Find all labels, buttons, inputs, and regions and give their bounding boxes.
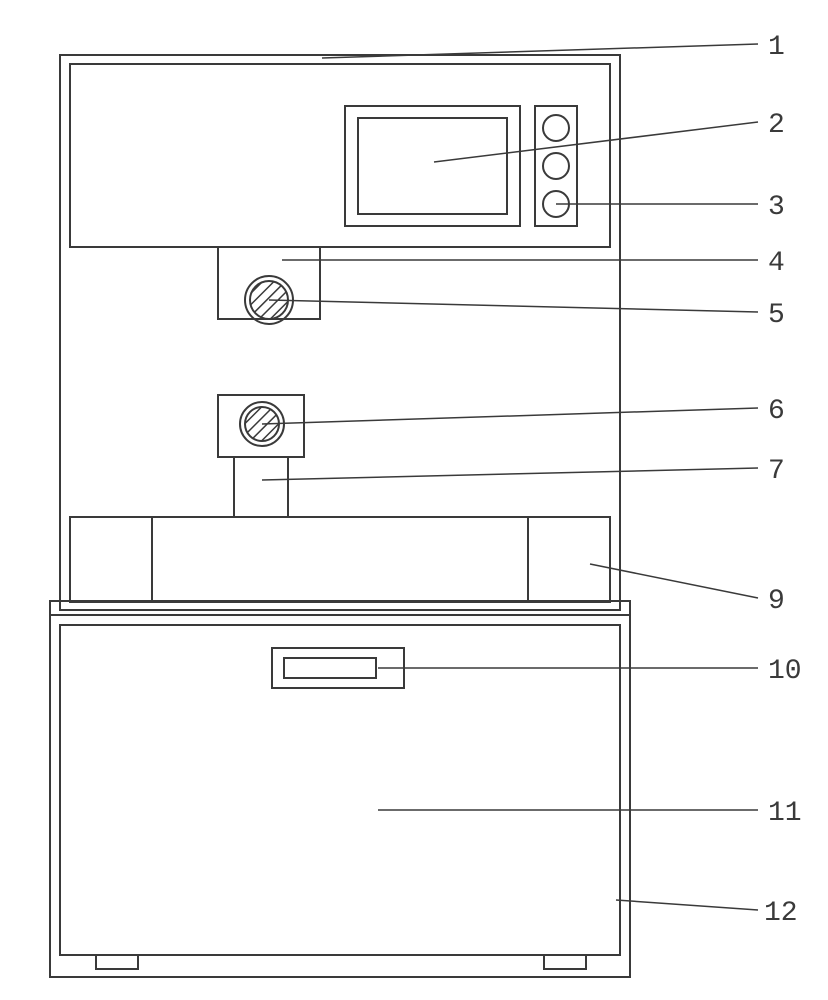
callout-label: 2 <box>768 110 785 141</box>
callout-label: 1 <box>768 32 785 63</box>
callout-label: 4 <box>768 248 785 279</box>
callout-label: 9 <box>768 586 785 617</box>
callout-label: 5 <box>768 300 785 331</box>
callout-label: 10 <box>768 656 802 687</box>
diagram-svg <box>0 0 828 1000</box>
diagram-canvas: 12345679101112 <box>0 0 828 1000</box>
callout-label: 11 <box>768 798 802 829</box>
callout-label: 3 <box>768 192 785 223</box>
callout-label: 6 <box>768 396 785 427</box>
callout-label: 7 <box>768 456 785 487</box>
callout-label: 12 <box>764 898 798 929</box>
